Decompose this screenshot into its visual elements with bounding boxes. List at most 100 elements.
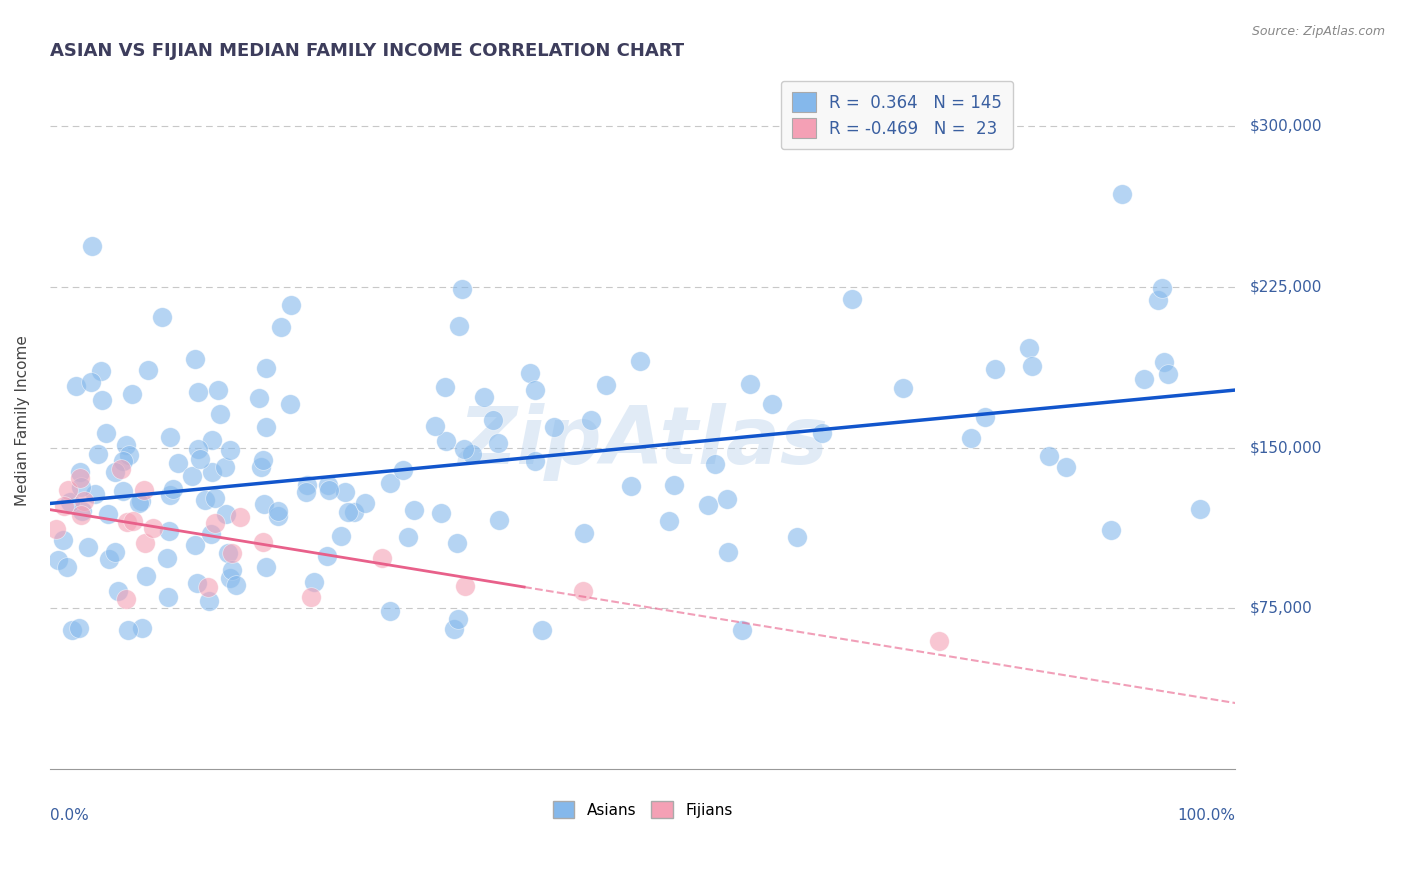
Point (76, 540, 98, 554)
Point (1132, 372, 1154, 386)
Text: $300,000: $300,000 (1250, 119, 1322, 134)
Point (129, 494, 152, 508)
Point (1018, 341, 1040, 355)
Point (704, 457, 727, 471)
Point (197, 593, 219, 607)
Point (115, 592, 138, 607)
Point (46, 552, 69, 566)
Point (810, 425, 832, 440)
Point (841, 292, 863, 306)
Point (628, 354, 651, 368)
Point (134, 483, 156, 497)
Point (891, 381, 914, 395)
Point (343, 505, 366, 519)
Point (118, 448, 141, 462)
Point (181, 469, 204, 483)
Point (110, 462, 132, 476)
Point (519, 366, 541, 380)
Point (104, 466, 127, 480)
Point (184, 352, 207, 367)
Point (278, 396, 301, 410)
Point (91, 393, 114, 408)
Point (69, 471, 91, 485)
Text: ZipAtlas: ZipAtlas (458, 403, 828, 481)
Point (157, 590, 180, 604)
Point (354, 495, 377, 509)
Point (249, 459, 271, 474)
Point (115, 437, 138, 451)
Point (87, 446, 110, 460)
Point (392, 463, 415, 477)
Point (716, 492, 738, 507)
Text: ASIAN VS FIJIAN MEDIAN FAMILY INCOME CORRELATION CHART: ASIAN VS FIJIAN MEDIAN FAMILY INCOME COR… (51, 42, 685, 60)
Point (254, 360, 277, 375)
Point (658, 514, 681, 528)
Point (786, 530, 808, 544)
Point (45, 523, 67, 537)
Point (371, 551, 394, 566)
Point (315, 549, 337, 563)
Point (104, 544, 127, 558)
Point (973, 410, 995, 425)
Point (572, 526, 595, 541)
Point (200, 434, 222, 448)
Point (60, 623, 83, 637)
Point (107, 584, 129, 599)
Point (423, 419, 446, 434)
Point (523, 454, 546, 468)
Text: 0.0%: 0.0% (51, 807, 89, 822)
Point (221, 564, 243, 578)
Point (69, 465, 91, 479)
Point (112, 483, 135, 498)
Text: $225,000: $225,000 (1250, 279, 1322, 294)
Point (434, 434, 457, 449)
Point (80, 375, 103, 389)
Point (318, 483, 340, 497)
Point (620, 478, 643, 492)
Point (56, 483, 79, 498)
Point (959, 431, 981, 445)
Point (461, 447, 484, 461)
Point (299, 591, 322, 605)
Point (270, 319, 292, 334)
Point (197, 580, 219, 594)
Point (446, 536, 468, 550)
Point (56, 560, 79, 574)
Point (398, 530, 420, 544)
Point (142, 521, 165, 535)
Point (1021, 359, 1043, 374)
Point (453, 442, 475, 457)
Point (136, 362, 159, 376)
Point (204, 491, 226, 505)
Legend: Asians, Fijians: Asians, Fijians (547, 795, 738, 824)
Point (228, 509, 250, 524)
Point (530, 623, 553, 637)
Point (454, 579, 477, 593)
Point (150, 310, 173, 325)
Point (204, 516, 226, 531)
Point (155, 551, 177, 566)
Point (187, 442, 209, 456)
Point (201, 465, 224, 479)
Point (90, 364, 112, 378)
Point (84, 486, 107, 500)
Point (731, 623, 754, 637)
Point (73, 494, 96, 508)
Point (97, 552, 120, 566)
Point (581, 413, 603, 427)
Point (214, 460, 236, 475)
Point (96, 426, 118, 441)
Point (280, 298, 302, 312)
Point (252, 535, 274, 549)
Point (1152, 281, 1174, 295)
Point (329, 529, 352, 543)
Point (472, 390, 495, 404)
Point (117, 623, 139, 637)
Point (184, 538, 207, 552)
Point (167, 456, 190, 470)
Point (295, 485, 318, 500)
Point (486, 436, 509, 450)
Point (252, 453, 274, 467)
Point (717, 544, 740, 558)
Point (696, 498, 718, 512)
